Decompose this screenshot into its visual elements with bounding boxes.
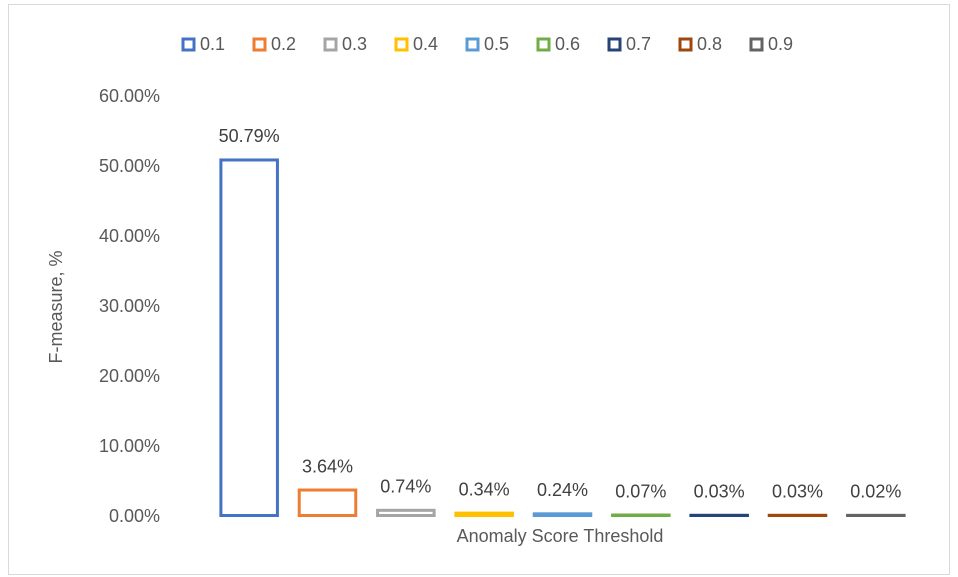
data-label: 0.34% — [459, 479, 510, 499]
data-label: 0.03% — [772, 482, 823, 502]
legend-swatch — [252, 37, 267, 52]
data-label: 3.64% — [302, 456, 353, 476]
bar — [219, 158, 279, 517]
legend-label: 0.4 — [413, 34, 438, 54]
legend-label: 0.7 — [626, 34, 651, 54]
legend-label: 0.5 — [484, 34, 509, 54]
bar — [454, 511, 514, 517]
y-axis-title: F-measure, % — [46, 250, 66, 363]
y-tick-label: 60.00% — [99, 86, 160, 106]
y-tick-label: 0.00% — [109, 506, 160, 526]
y-tick-label: 20.00% — [99, 366, 160, 386]
legend-swatch — [678, 37, 693, 52]
legend-label: 0.3 — [342, 34, 367, 54]
legend-swatch — [323, 37, 338, 52]
data-label: 0.03% — [694, 482, 745, 502]
legend-label: 0.2 — [271, 34, 296, 54]
y-tick-label: 40.00% — [99, 226, 160, 246]
legend-swatch — [536, 37, 551, 52]
chart-border — [8, 4, 950, 575]
data-label: 50.79% — [219, 126, 280, 146]
y-tick-label: 30.00% — [99, 296, 160, 316]
legend-label: 0.6 — [555, 34, 580, 54]
data-label: 0.74% — [380, 477, 431, 497]
legend-swatch — [394, 37, 409, 52]
bar — [532, 512, 593, 518]
legend-swatch — [749, 37, 764, 52]
legend-label: 0.8 — [697, 34, 722, 54]
x-axis-title: Anomaly Score Threshold — [457, 526, 664, 546]
y-tick-label: 10.00% — [99, 436, 160, 456]
y-tick-label: 50.00% — [99, 156, 160, 176]
data-label: 0.07% — [615, 481, 666, 501]
legend-swatch — [465, 37, 480, 52]
bar — [376, 508, 436, 518]
data-label: 0.24% — [537, 480, 588, 500]
data-label: 0.02% — [850, 482, 901, 502]
legend-label: 0.9 — [768, 34, 793, 54]
legend-swatch — [607, 37, 622, 52]
legend-label: 0.1 — [200, 34, 225, 54]
legend-swatch — [181, 37, 196, 52]
bar — [297, 488, 358, 517]
